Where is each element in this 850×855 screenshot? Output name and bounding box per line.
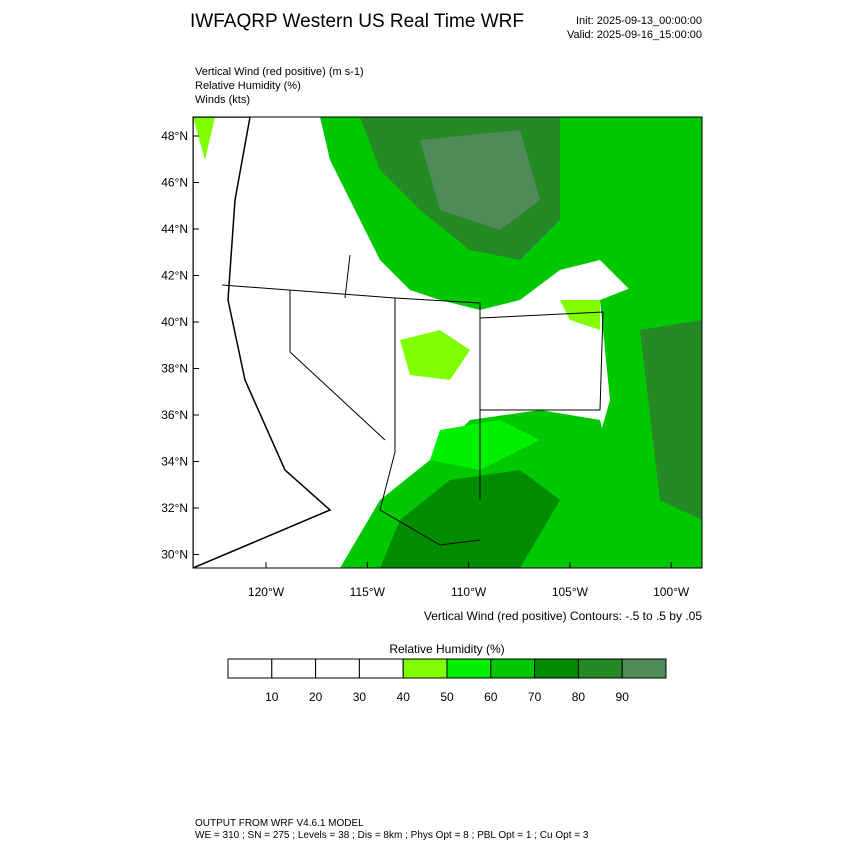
lat-label: 46°N bbox=[161, 176, 188, 190]
colorbar-label: 90 bbox=[616, 690, 630, 704]
lon-label: 120°W bbox=[248, 585, 285, 599]
lat-label: 30°N bbox=[161, 548, 188, 562]
colorbar-label: 10 bbox=[265, 690, 279, 704]
valid: Valid: 2025-09-16_15:00:00 bbox=[567, 29, 702, 41]
footer: WE = 310 ; SN = 275 ; Levels = 38 ; Dis … bbox=[195, 830, 589, 841]
lat-label: 38°N bbox=[161, 362, 188, 376]
map bbox=[193, 117, 702, 568]
lat-label: 40°N bbox=[161, 315, 188, 329]
init: Init: 2025-09-13_00:00:00 bbox=[576, 15, 702, 27]
field-label: Winds (kts) bbox=[195, 94, 250, 106]
colorbar-box bbox=[358, 658, 404, 679]
lat-label: 34°N bbox=[161, 455, 188, 469]
lat-label: 42°N bbox=[161, 269, 188, 283]
lat-label: 36°N bbox=[161, 408, 188, 422]
colorbar-label: 80 bbox=[572, 690, 586, 704]
field-label: Relative Humidity (%) bbox=[195, 80, 301, 92]
colorbar-label: 50 bbox=[440, 690, 454, 704]
colorbar-box bbox=[490, 658, 536, 679]
colorbar-box bbox=[446, 658, 492, 679]
colorbar-title: Relative Humidity (%) bbox=[389, 642, 504, 656]
colorbar-label: 40 bbox=[397, 690, 411, 704]
map-frame bbox=[192, 116, 703, 569]
title: IWFAQRP Western US Real Time WRF bbox=[190, 11, 524, 32]
colorbar-box bbox=[315, 658, 360, 679]
lat-label: 44°N bbox=[161, 222, 188, 236]
lat-label: 48°N bbox=[161, 129, 188, 143]
contour-note: Vertical Wind (red positive) Contours: -… bbox=[424, 609, 702, 623]
colorbar-box bbox=[402, 658, 448, 679]
colorbar-label: 70 bbox=[528, 690, 542, 704]
colorbar-label: 30 bbox=[353, 690, 367, 704]
colorbar-box bbox=[534, 658, 579, 679]
colorbar-box bbox=[271, 658, 317, 679]
lon-label: 110°W bbox=[451, 585, 487, 599]
colorbar-box bbox=[621, 658, 667, 679]
colorbar-label: 20 bbox=[309, 690, 323, 704]
lat-label: 32°N bbox=[161, 501, 188, 515]
colorbar-label: 60 bbox=[484, 690, 498, 704]
footer: OUTPUT FROM WRF V4.6.1 MODEL bbox=[195, 818, 364, 829]
colorbar-box bbox=[227, 658, 273, 679]
lon-label: 115°W bbox=[350, 585, 386, 599]
lon-label: 100°W bbox=[653, 585, 690, 599]
colorbar-box bbox=[577, 658, 623, 679]
field-label: Vertical Wind (red positive) (m s-1) bbox=[195, 66, 364, 78]
lon-label: 105°W bbox=[552, 585, 589, 599]
